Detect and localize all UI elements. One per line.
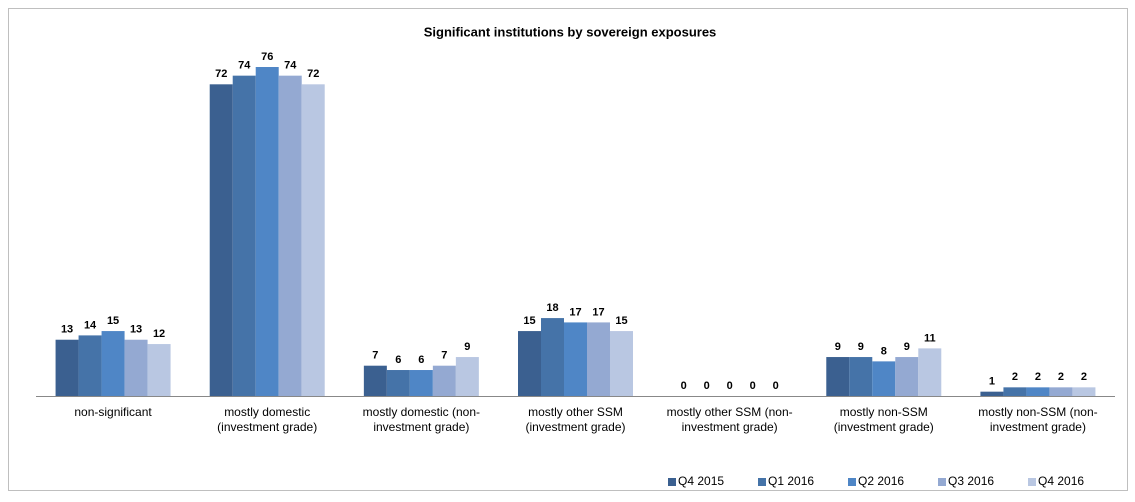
bar bbox=[363, 365, 387, 396]
legend-label: Q1 2016 bbox=[768, 474, 814, 488]
legend-label: Q4 2016 bbox=[1038, 474, 1084, 488]
data-label: 11 bbox=[924, 332, 936, 344]
data-label: 15 bbox=[523, 315, 535, 327]
data-label: 9 bbox=[904, 341, 910, 353]
data-label: 0 bbox=[750, 380, 756, 392]
legend-label: Q3 2016 bbox=[948, 474, 994, 488]
bar bbox=[301, 84, 325, 396]
x-tick-label: mostly domestic (non-investment grade) bbox=[362, 405, 481, 434]
data-label: 17 bbox=[592, 306, 604, 318]
x-tick-label: mostly non-SSM (investment grade) bbox=[833, 405, 934, 434]
bar bbox=[1003, 387, 1027, 396]
bar bbox=[278, 75, 302, 396]
data-label: 9 bbox=[835, 341, 841, 353]
data-label: 17 bbox=[569, 306, 581, 318]
chart-border bbox=[8, 8, 1128, 491]
bar bbox=[541, 318, 564, 396]
legend-swatch bbox=[758, 478, 766, 486]
legend-swatch bbox=[938, 478, 946, 486]
bar bbox=[1072, 387, 1096, 396]
legend-swatch bbox=[848, 478, 856, 486]
data-label: 74 bbox=[238, 60, 251, 72]
bar bbox=[455, 357, 479, 396]
bar bbox=[1049, 387, 1073, 396]
data-label: 15 bbox=[615, 315, 627, 327]
x-tick-label: non-significant bbox=[74, 405, 152, 419]
bar bbox=[826, 357, 850, 396]
bar bbox=[918, 348, 942, 396]
data-label: 13 bbox=[130, 324, 142, 336]
bar bbox=[610, 331, 633, 396]
data-label: 13 bbox=[61, 324, 73, 336]
bar bbox=[895, 357, 919, 396]
bar bbox=[255, 67, 279, 396]
bar bbox=[1026, 387, 1050, 396]
data-label: 9 bbox=[464, 341, 470, 353]
data-label: 2 bbox=[1058, 371, 1064, 383]
bar bbox=[564, 322, 587, 396]
bar bbox=[209, 84, 233, 396]
x-tick-label: mostly other SSM (non-investment grade) bbox=[666, 405, 793, 434]
bar bbox=[872, 361, 896, 396]
bar bbox=[147, 344, 171, 396]
data-label: 9 bbox=[858, 341, 864, 353]
bar bbox=[849, 357, 873, 396]
bar bbox=[386, 370, 410, 396]
data-label: 72 bbox=[307, 68, 319, 80]
data-label: 6 bbox=[418, 354, 424, 366]
data-label: 0 bbox=[727, 380, 733, 392]
data-label: 8 bbox=[881, 345, 887, 357]
bar bbox=[55, 339, 79, 396]
data-label: 7 bbox=[372, 350, 378, 362]
data-label: 2 bbox=[1012, 371, 1018, 383]
x-tick-label: mostly other SSM (investment grade) bbox=[525, 405, 626, 434]
bar bbox=[409, 370, 433, 396]
bar bbox=[432, 365, 456, 396]
legend-label: Q2 2016 bbox=[858, 474, 904, 488]
bar bbox=[78, 335, 102, 396]
bar bbox=[232, 75, 256, 396]
bar bbox=[124, 339, 148, 396]
data-label: 15 bbox=[107, 315, 119, 327]
legend-swatch bbox=[1028, 478, 1036, 486]
data-label: 72 bbox=[215, 68, 227, 80]
data-label: 18 bbox=[546, 302, 558, 314]
data-label: 14 bbox=[84, 319, 97, 331]
data-label: 0 bbox=[681, 380, 687, 392]
data-label: 2 bbox=[1081, 371, 1087, 383]
bar bbox=[587, 322, 610, 396]
data-label: 1 bbox=[989, 376, 995, 388]
bar bbox=[518, 331, 541, 396]
legend-label: Q4 2015 bbox=[678, 474, 724, 488]
data-label: 76 bbox=[261, 51, 273, 63]
x-tick-label: mostly non-SSM (non-investment grade) bbox=[978, 405, 1098, 434]
data-label: 74 bbox=[284, 60, 297, 72]
data-label: 7 bbox=[441, 350, 447, 362]
bar bbox=[101, 331, 125, 396]
data-label: 2 bbox=[1035, 371, 1041, 383]
data-label: 0 bbox=[704, 380, 710, 392]
data-label: 6 bbox=[395, 354, 401, 366]
data-label: 12 bbox=[153, 328, 165, 340]
bar bbox=[980, 391, 1004, 396]
chart-title: Significant institutions by sovereign ex… bbox=[424, 24, 717, 39]
data-label: 0 bbox=[773, 380, 779, 392]
legend-swatch bbox=[668, 478, 676, 486]
x-tick-label: mostly domestic (investment grade) bbox=[217, 405, 318, 434]
